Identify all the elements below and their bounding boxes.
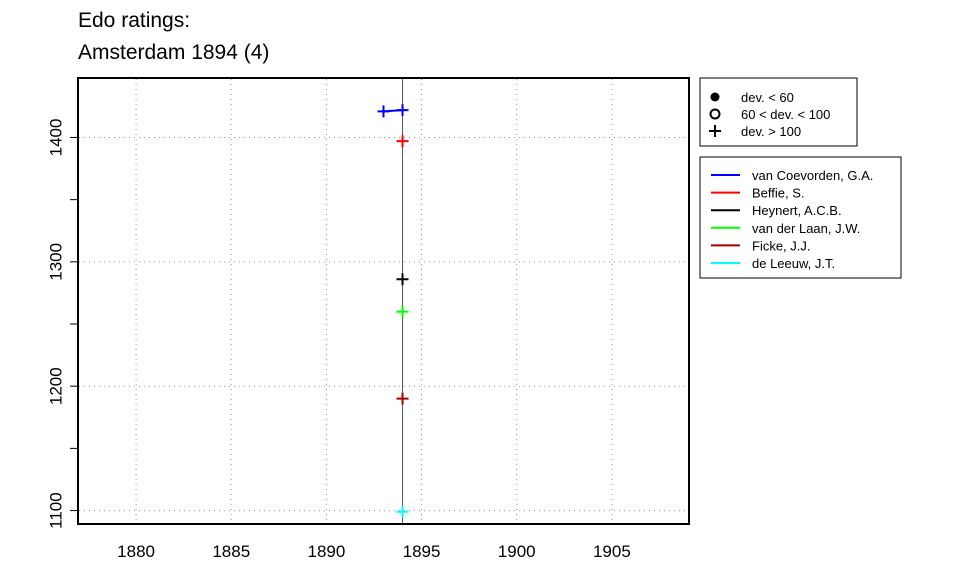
plus-symbol (709, 125, 721, 137)
axis-layer: 1880 1885 1890 1895 1900 1905 1100 1200 1300 1400 (46, 119, 630, 561)
filled-circle-symbol (710, 92, 720, 102)
x-tick-label: 1905 (593, 542, 631, 561)
series-group (377, 104, 409, 118)
chart-title-line-2: Amsterdam 1894 (4) (78, 41, 270, 64)
series-group (396, 392, 409, 405)
x-tick-label: 1890 (307, 542, 345, 561)
series-legend-label: Ficke, J.J. (752, 238, 811, 253)
data-point-plus (377, 105, 390, 118)
series-group (396, 305, 409, 318)
plot-frame (77, 77, 690, 525)
marker-legend-box (699, 77, 858, 147)
data-point-plus (396, 273, 409, 286)
series-legend-box (699, 156, 902, 279)
chart-title-line-1: Edo ratings: (78, 9, 191, 32)
data-point-plus (396, 135, 409, 148)
data-point-plus (396, 104, 409, 117)
series-legend: van Coevorden, G.A. Beffie, S. Heynert, A.… (699, 156, 902, 279)
marker-legend-label: dev. < 60 (741, 90, 794, 105)
series-legend-label: van der Laan, J.W. (752, 221, 860, 236)
open-circle-symbol (709, 108, 721, 120)
series-group (396, 273, 409, 286)
y-tick-label: 1100 (46, 492, 65, 529)
data-marks-layer (377, 104, 409, 518)
data-point-plus (396, 392, 409, 405)
grid-layer (79, 79, 688, 523)
y-tick-label: 1300 (46, 243, 65, 281)
series-legend-label: de Leeuw, J.T. (752, 256, 835, 271)
marker-legend: dev. < 60 60 < dev. < 100 dev. > 100 (699, 77, 858, 147)
x-tick-label: 1880 (117, 542, 155, 561)
x-tick-label: 1895 (403, 542, 441, 561)
series-legend-label: Beffie, S. (752, 186, 805, 201)
data-point-plus (396, 505, 409, 518)
series-legend-label: van Coevorden, G.A. (752, 168, 873, 183)
data-point-plus (396, 305, 409, 318)
series-group (396, 135, 409, 148)
x-tick-label: 1900 (498, 542, 536, 561)
x-tick-label: 1885 (212, 542, 250, 561)
y-tick-label: 1400 (46, 119, 65, 157)
series-legend-label: Heynert, A.C.B. (752, 203, 842, 218)
marker-legend-label: 60 < dev. < 100 (741, 107, 830, 122)
series-group (396, 505, 409, 518)
y-tick-label: 1200 (46, 367, 65, 405)
marker-legend-label: dev. > 100 (741, 124, 801, 139)
